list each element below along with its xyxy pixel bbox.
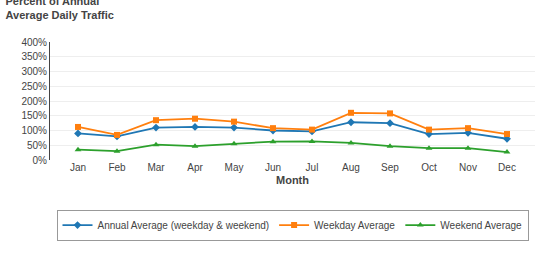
svg-text:May: May xyxy=(225,162,244,173)
svg-text:Apr: Apr xyxy=(187,162,203,173)
svg-text:400%: 400% xyxy=(21,37,47,48)
svg-text:Weekend Average: Weekend Average xyxy=(440,220,522,231)
svg-text:300%: 300% xyxy=(21,66,47,77)
svg-text:Sep: Sep xyxy=(381,162,399,173)
svg-text:Mar: Mar xyxy=(147,162,165,173)
svg-text:Month: Month xyxy=(276,174,309,186)
svg-text:Percent of AnnualAverage Daily: Percent of AnnualAverage Daily Traffic xyxy=(6,0,114,21)
svg-text:Jun: Jun xyxy=(265,162,281,173)
svg-text:Oct: Oct xyxy=(421,162,437,173)
svg-text:Aug: Aug xyxy=(342,162,360,173)
svg-text:50%: 50% xyxy=(27,140,47,151)
svg-text:Weekday Average: Weekday Average xyxy=(314,220,395,231)
svg-text:150%: 150% xyxy=(21,110,47,121)
svg-text:Annual Average (weekday & week: Annual Average (weekday & weekend) xyxy=(98,220,270,231)
svg-text:0%: 0% xyxy=(33,155,48,166)
svg-text:250%: 250% xyxy=(21,81,47,92)
svg-text:Nov: Nov xyxy=(459,162,477,173)
svg-text:Jan: Jan xyxy=(70,162,86,173)
svg-text:Dec: Dec xyxy=(498,162,516,173)
svg-text:Jul: Jul xyxy=(306,162,319,173)
svg-text:100%: 100% xyxy=(21,125,47,136)
svg-text:200%: 200% xyxy=(21,96,47,107)
svg-text:Feb: Feb xyxy=(108,162,126,173)
svg-text:350%: 350% xyxy=(21,51,47,62)
